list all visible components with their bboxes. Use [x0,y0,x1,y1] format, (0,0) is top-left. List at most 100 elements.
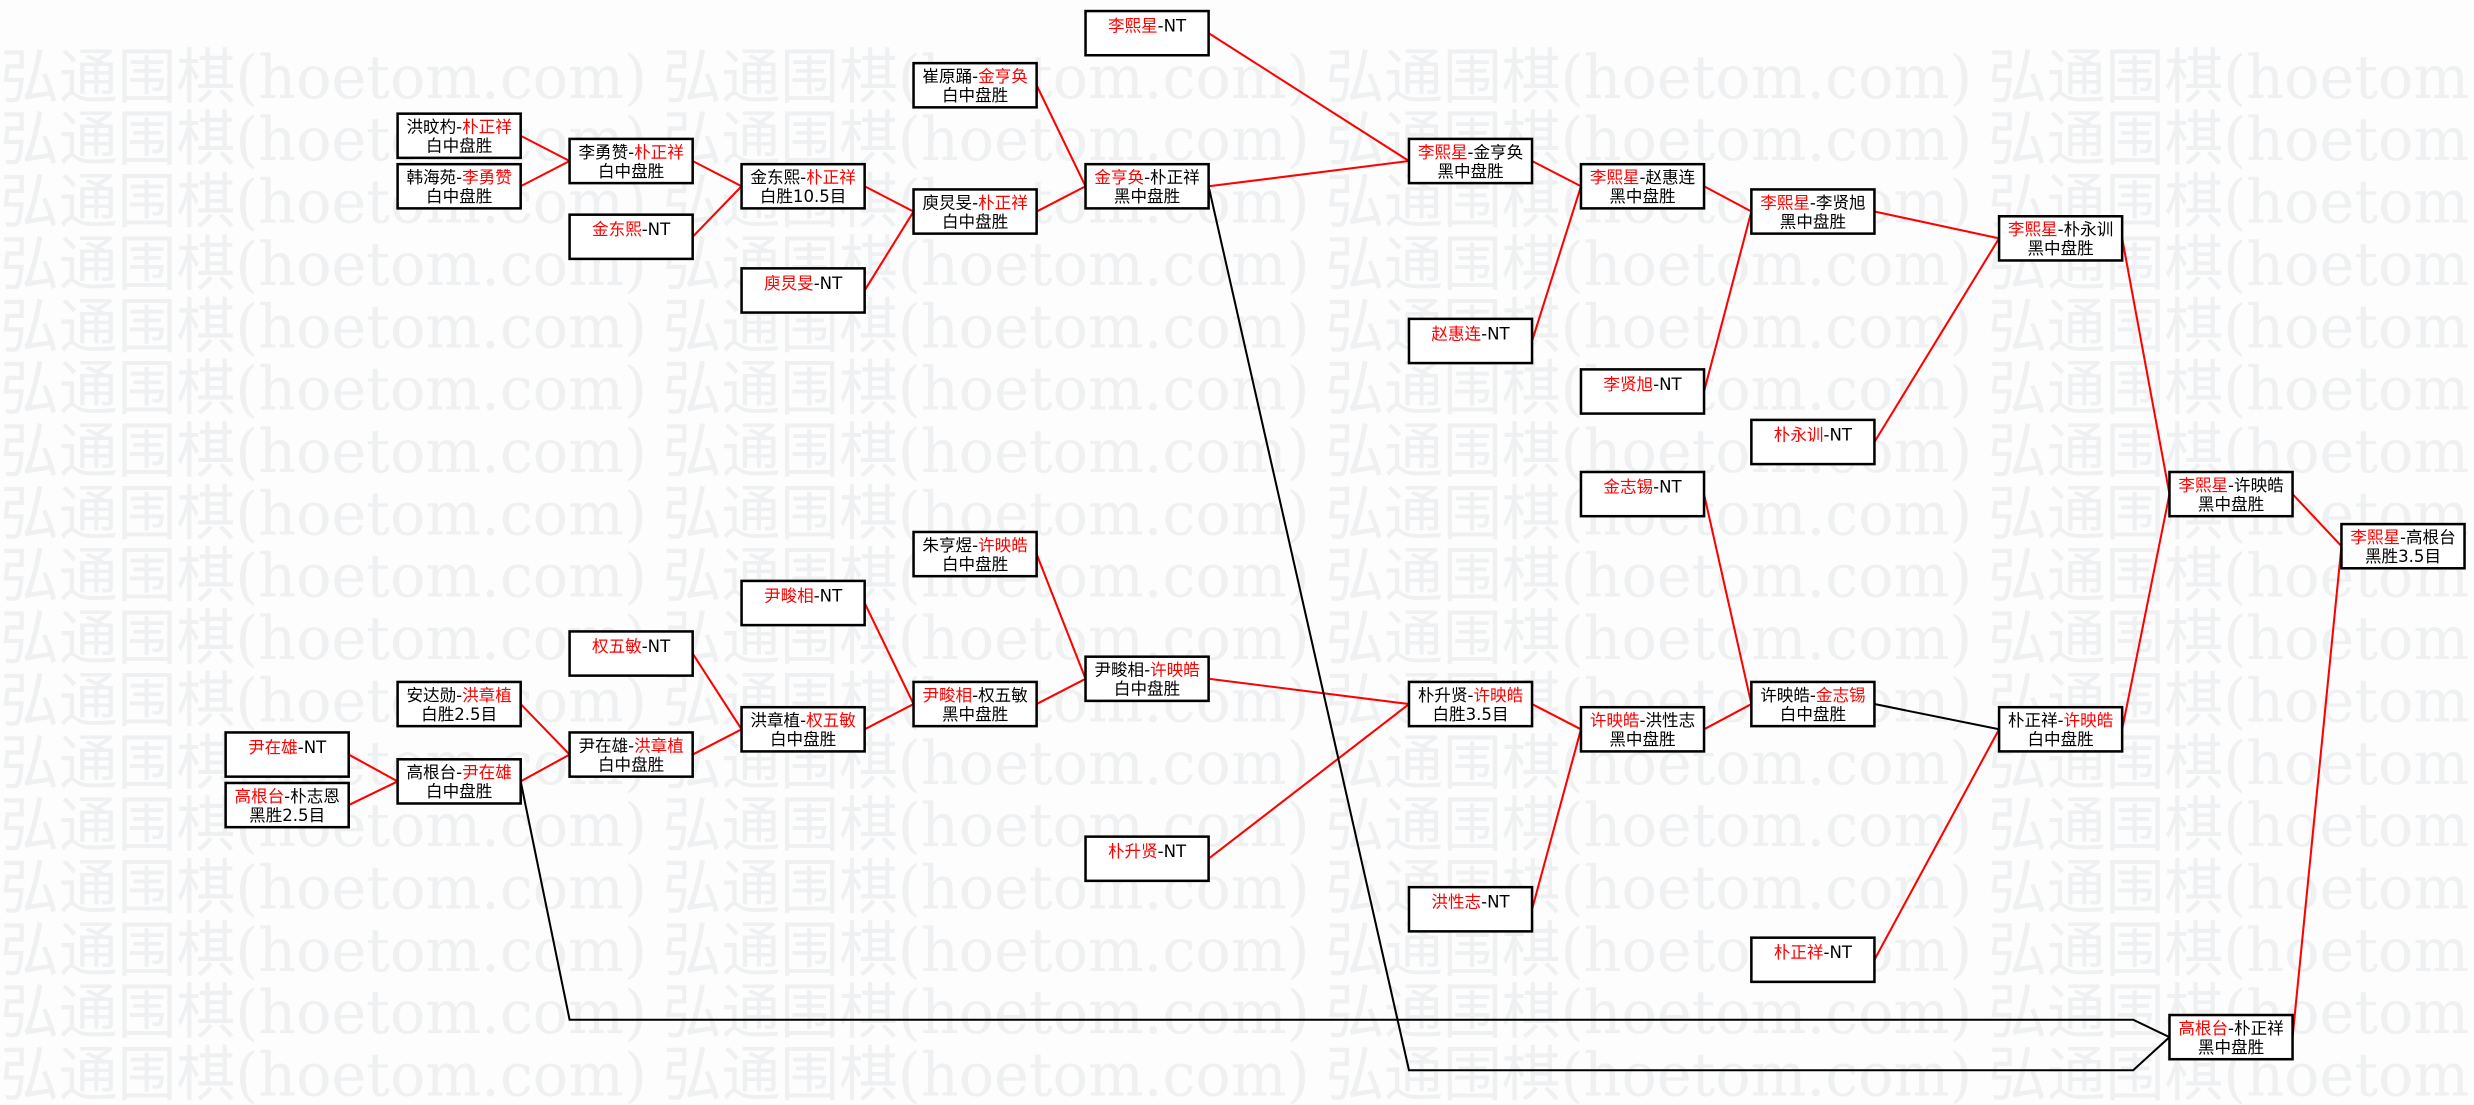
no-opponent: NT [1164,17,1187,36]
bracket-line [1035,84,1087,187]
bracket-line [1036,185,1087,213]
match-box-frame [1997,215,2124,262]
match-players: 李熙星-李贤旭 [1760,193,1865,212]
bracket-line [348,780,399,806]
match-players: 洪旼杓-朴正祥 [406,118,511,137]
match-result: 黑中盘胜 [2198,1038,2264,1057]
bracket-line [1531,703,1582,731]
bracket-line [1531,160,1582,188]
player-two: 高根台 [2406,528,2456,547]
separator: - [1653,375,1659,394]
player-one: 朴正祥 [2008,711,2058,730]
match-box-frame [740,162,866,210]
bracket-line [864,703,915,731]
match-result: 白中盘胜 [598,755,664,774]
player-one: 高根台 [2178,1019,2228,1038]
player-one: 李勇赞 [578,143,628,162]
match-box: 朴升贤-NT [1084,835,1210,883]
player-one: 韩海苑 [406,168,456,187]
match-players: 许映皓-洪性志 [1590,711,1695,730]
bracket-line [520,753,571,783]
separator: - [1158,17,1164,36]
match-box-frame [1084,162,1210,210]
match-box: 赵惠连-NT [1407,317,1534,365]
match-players: 朴升贤-许映皓 [1418,686,1523,705]
match-players: 金志锡-NT [1603,478,1682,497]
bracket-line [2291,546,2343,1038]
watermark-text: 弘通围棋(hoetom.com) [0,916,647,986]
player-two: 李贤旭 [1816,193,1866,212]
player-one: 金东熙 [750,168,800,187]
bracket-line [1703,703,1752,731]
bracket-line [692,728,743,756]
separator: - [1810,686,1816,705]
player-one: 洪性志 [1431,893,1481,912]
separator: - [972,193,978,212]
bracket-line [2121,493,2171,730]
match-players: 庾炅旻-朴正祥 [922,193,1027,212]
watermark-text: 弘通围棋(hoetom.com) [1325,604,1972,674]
match-players: 李熙星-赵惠连 [1590,168,1696,187]
match-players: 赵惠连-NT [1431,324,1510,343]
separator: - [642,220,648,239]
match-result: 白中盘胜 [426,782,492,801]
match-box-frame [1750,680,1876,728]
match-result: 白中盘胜 [942,86,1008,105]
separator: - [972,67,978,86]
match-box-frame [396,112,522,160]
watermark-text: 弘通围棋(hoetom.com) [0,853,647,923]
match-result: 白中盘胜 [598,162,664,181]
match-players: 洪章植-权五敏 [750,711,855,730]
match-result: 黑中盘胜 [1114,187,1180,206]
player-two: 尹在雄 [462,763,512,782]
player-two: 权五敏 [806,711,856,730]
separator: - [456,118,462,137]
player-two: 许映皓 [1150,661,1200,680]
separator: - [1144,168,1150,187]
watermark-text: 弘通围棋(hoetom.com) [663,355,1310,425]
match-result: 黑中盘胜 [1609,730,1675,749]
player-one: 安达勋 [406,686,456,705]
match-box-frame [1407,680,1534,728]
watermark-text: 弘通围棋(hoetom.com) [1325,1041,1972,1105]
match-players: 朴正祥-NT [1774,943,1853,962]
match-players: 尹畯相-NT [764,586,843,605]
match-box-frame [568,731,694,778]
match-players: 高根台-尹在雄 [406,763,511,782]
player-one: 尹畯相 [922,686,972,705]
watermark-text: 弘通围棋(hoetom.com) [1988,105,2474,175]
watermark-text: 弘通围棋(hoetom.com) [0,168,647,238]
player-one: 尹在雄 [578,736,628,755]
match-players: 高根台-朴正祥 [2178,1019,2283,1038]
match-box-frame [1997,705,2124,753]
watermark-text: 弘通围棋(hoetom.com) [0,230,647,300]
bracket-line [1208,159,1410,188]
bracket-lines [348,32,2343,1072]
bracket-line [519,781,2170,1039]
separator: - [2058,711,2064,730]
bracket-line [1207,703,1410,860]
player-two: 许映皓 [2064,711,2114,730]
player-two: 朴永训 [2064,220,2114,239]
player-two: 赵惠连 [1645,168,1695,187]
match-players: 李熙星-许映皓 [2178,476,2283,495]
match-players: 金东熙-NT [592,220,671,239]
match-result: 白中盘胜 [426,187,492,206]
match-players: 尹在雄-洪章植 [578,736,683,755]
bracket-line [1208,32,1410,162]
separator: - [642,637,648,656]
match-box-frame [1579,470,1706,518]
match-players: 洪性志-NT [1431,893,1510,912]
separator: - [1653,478,1659,497]
player-one: 朴升贤 [1108,842,1158,861]
match-boxes: 洪旼杓-朴正祥白中盘胜韩海苑-李勇赞白中盘胜李勇赞-朴正祥白中盘胜金东熙-NT金… [224,9,2466,1061]
match-box-frame [740,579,866,627]
